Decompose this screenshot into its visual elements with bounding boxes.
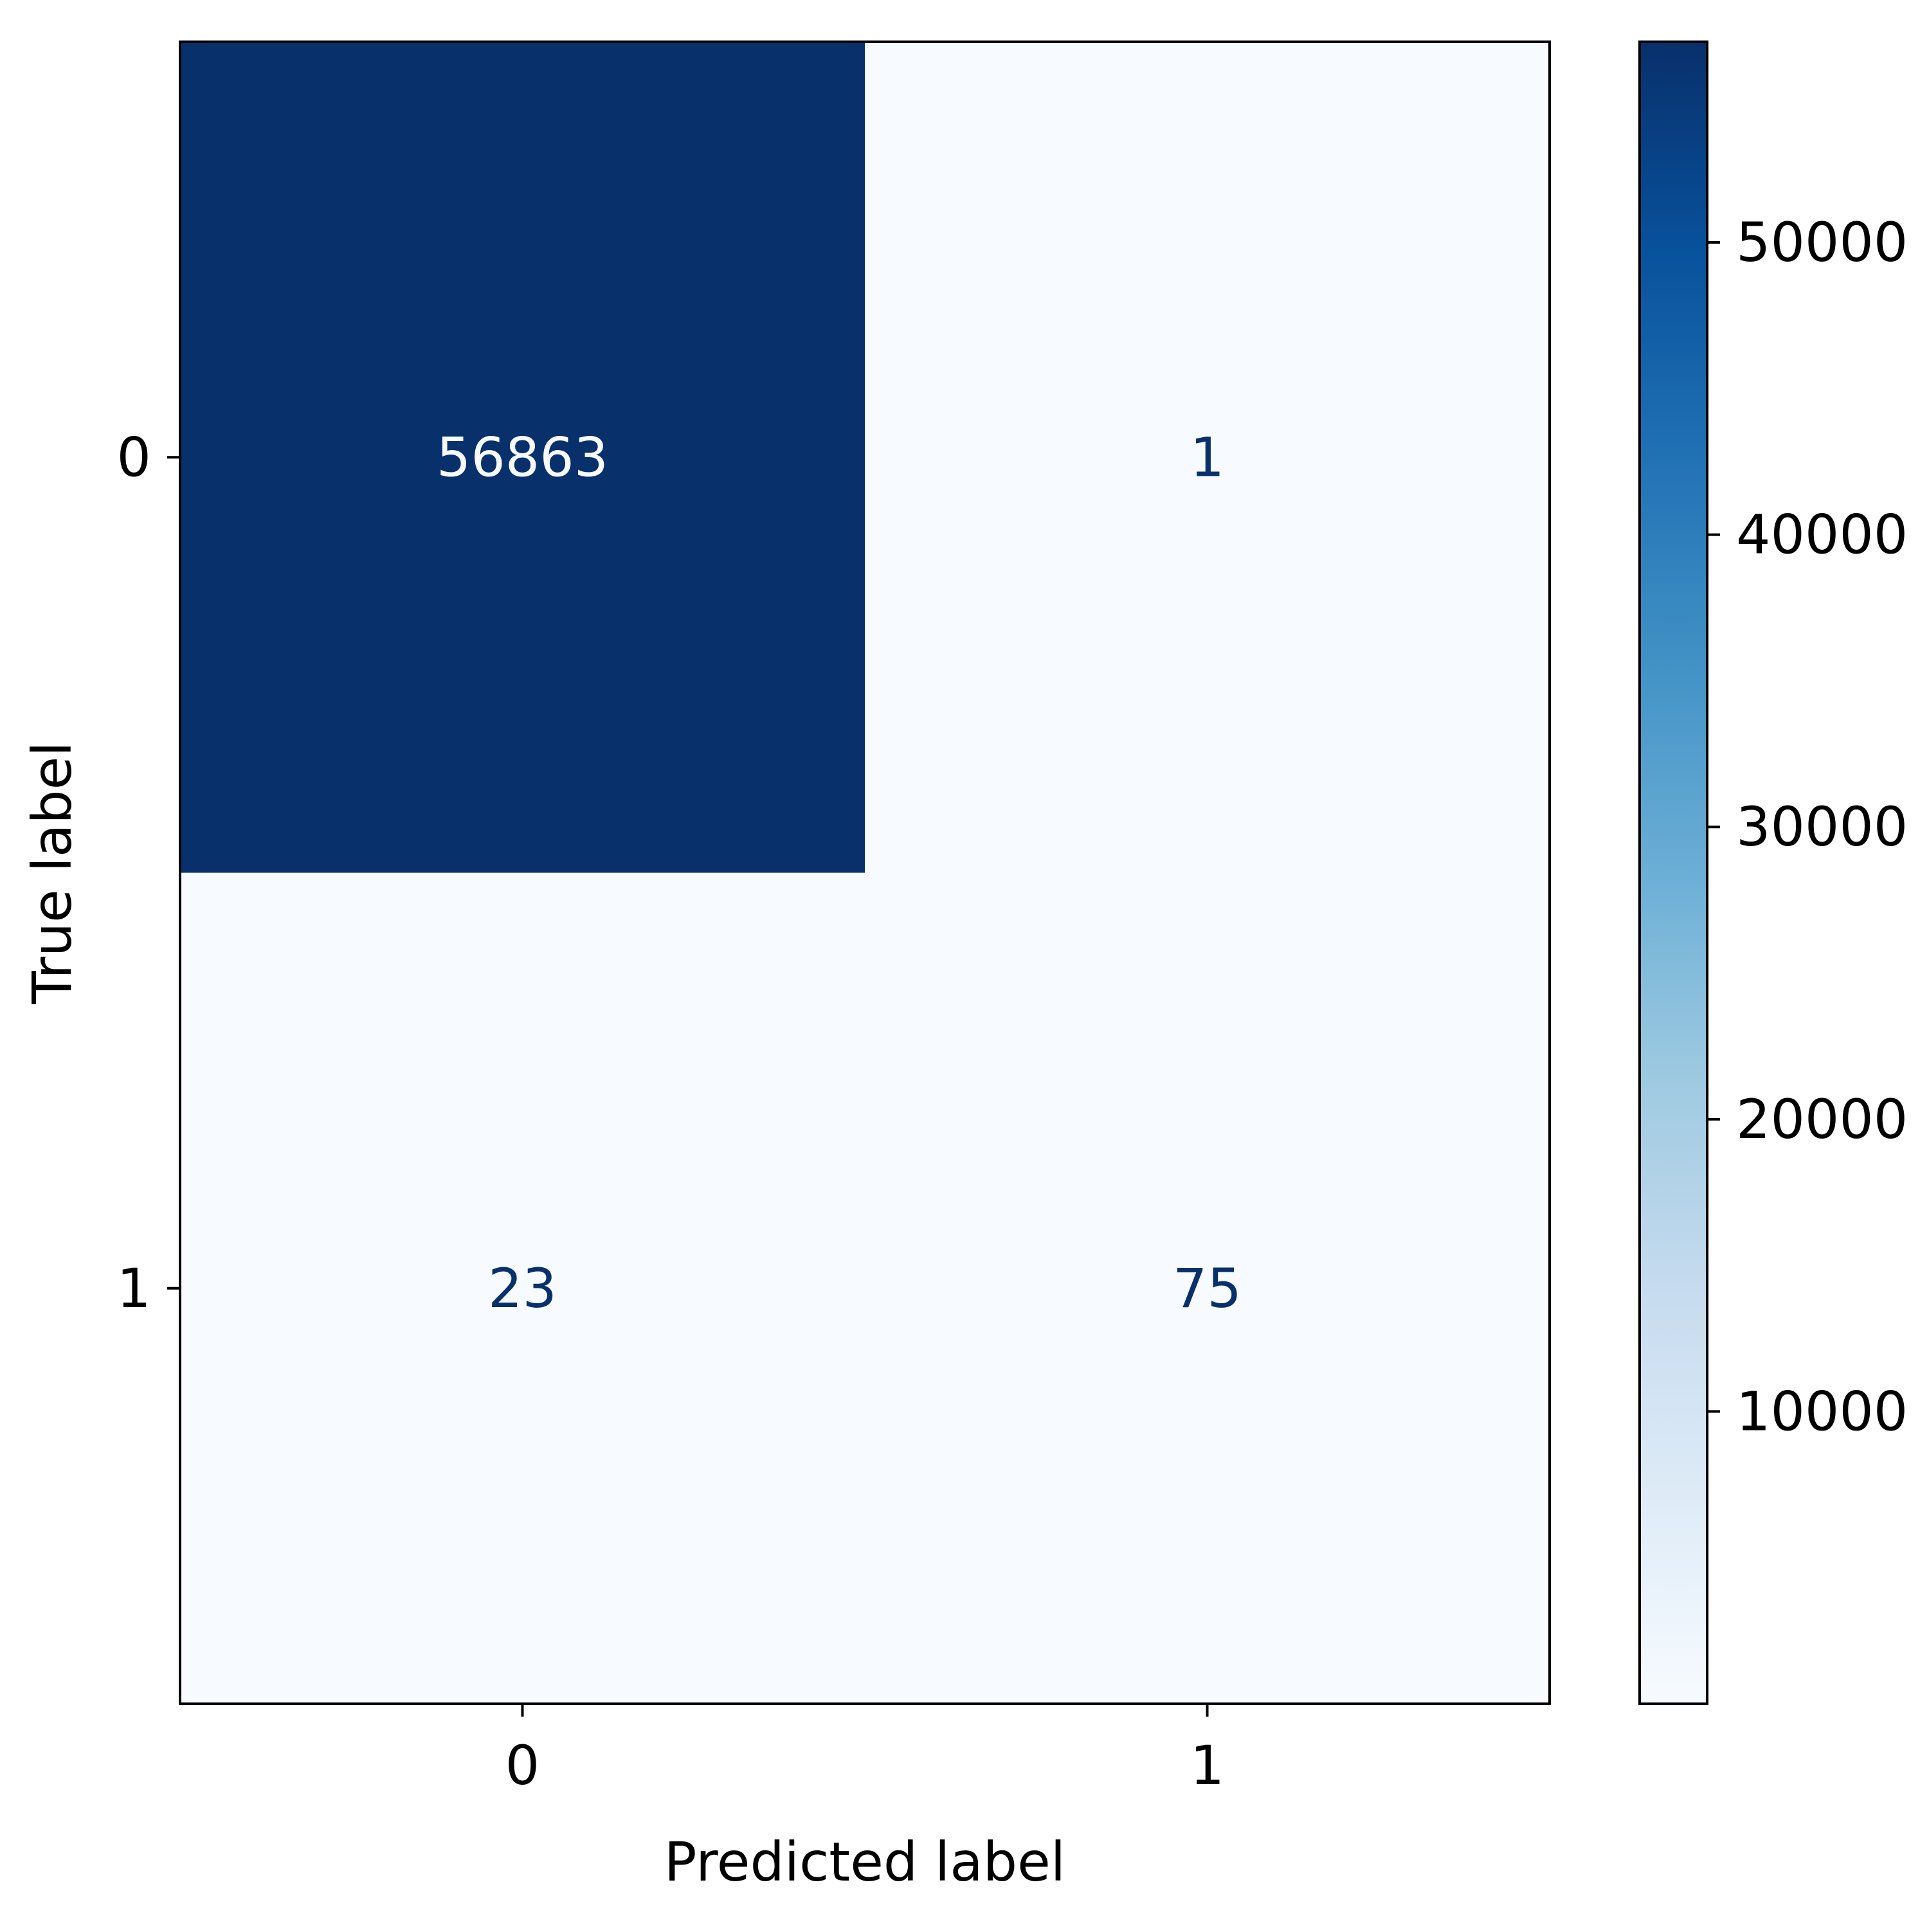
y-axis-label: True label bbox=[21, 741, 84, 1004]
colorbar-tick-label: 30000 bbox=[1736, 795, 1908, 858]
y-tick-label: 0 bbox=[117, 426, 151, 489]
x-axis-label: Predicted label bbox=[664, 1830, 1065, 1893]
axes-frame bbox=[179, 41, 1551, 1705]
colorbar-ticks: 10000 20000 30000 40000 50000 bbox=[1707, 211, 1908, 1443]
colorbar-tick-label: 40000 bbox=[1736, 503, 1908, 566]
colorbar-tick-label: 10000 bbox=[1736, 1380, 1908, 1443]
heatmap-cells bbox=[180, 42, 1550, 1704]
x-tick-label: 0 bbox=[505, 1734, 539, 1797]
cell-label-1-0: 23 bbox=[488, 1257, 557, 1320]
cell-label-0-0: 56863 bbox=[437, 426, 608, 489]
heatmap-cell-0-0 bbox=[180, 42, 865, 873]
heatmap-cell-1-1 bbox=[865, 872, 1550, 1704]
colorbar-tick-label: 50000 bbox=[1736, 211, 1908, 274]
cell-label-0-1: 1 bbox=[1190, 426, 1224, 489]
cell-value-labels: 56863 1 23 75 bbox=[437, 426, 1242, 1320]
cell-label-1-1: 75 bbox=[1173, 1257, 1242, 1320]
heatmap-cell-1-0 bbox=[180, 872, 865, 1704]
x-tick-label: 1 bbox=[1190, 1734, 1224, 1797]
heatmap-cell-0-1 bbox=[865, 42, 1550, 873]
y-axis-ticks: 01 bbox=[117, 426, 180, 1320]
colorbar bbox=[1640, 42, 1707, 1704]
colorbar-tick-label: 20000 bbox=[1736, 1088, 1908, 1151]
colorbar-frame bbox=[1638, 41, 1708, 1705]
y-tick-label: 1 bbox=[117, 1257, 151, 1320]
